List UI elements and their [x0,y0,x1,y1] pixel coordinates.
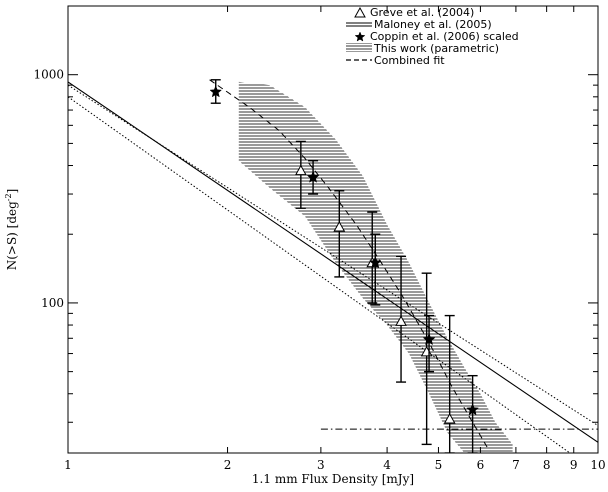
coppin-star-point-4 [466,403,479,416]
x-tick-label-3: 3 [317,458,325,472]
coppin-error-bar-2 [370,233,381,306]
coppin-star-point-3 [422,333,436,346]
greve-triangle-point-1 [333,221,346,232]
plot-area [68,79,598,453]
y-axis-title-sup: -2 [4,193,13,201]
x-axis-title: 1.1 mm Flux Density [mJy] [252,472,414,486]
x-tick-label-10: 10 [590,458,605,472]
y-axis-title: N(>S) [deg-2] [4,189,19,271]
legend-label-2: Coppin et al. (2006) scaled [370,30,519,43]
x-tick-label-9: 9 [570,458,578,472]
legend-label-1: Maloney et al. (2005) [374,18,492,31]
legend-item-0: Greve et al. (2004) [354,6,474,19]
x-tick-label-8: 8 [543,458,551,472]
legend-item-2: Coppin et al. (2006) scaled [354,30,519,43]
y-tick-label-1000: 1000 [33,68,64,82]
legend-triangle-icon [354,6,366,18]
y-tick-label-100: 100 [41,296,64,310]
x-tick-label-5: 5 [435,458,443,472]
legend-star-icon [354,31,366,42]
greve-triangle-point-0 [294,164,307,176]
y-axis-title-main: N(>S) [deg [5,201,19,270]
legend-item-4: Combined fit [346,54,445,67]
greve-error-bar-5 [444,314,455,453]
coppin-star-point-2 [368,256,382,269]
coppin-error-bar-3 [424,314,435,373]
solid-line-0 [68,81,598,443]
legend-item-3: This work (parametric) [346,42,499,55]
greve-error-bar-4 [421,272,432,446]
plot-frame [67,5,599,454]
dashed-line-3 [209,79,489,449]
coppin-error-bar-4 [467,374,478,453]
legend-label-4: Combined fit [374,54,445,67]
legend-label-3: This work (parametric) [373,42,499,55]
x-tick-label-6: 6 [477,458,485,472]
legend-item-1: Maloney et al. (2005) [346,18,492,31]
greve-error-bar-1 [334,190,345,278]
x-tick-label-7: 7 [512,458,520,472]
legend-hatch-icon [346,43,372,52]
legend-label-0: Greve et al. (2004) [370,6,474,19]
coppin-star-point-0 [209,85,223,98]
x-tick-label-4: 4 [383,458,391,472]
x-tick-label-2: 2 [224,458,232,472]
greve-triangle-point-5 [443,412,456,424]
legend: Greve et al. (2004)Maloney et al. (2005)… [346,6,519,67]
x-tick-label-1: 1 [64,458,72,472]
coppin-star-point-1 [306,170,320,183]
greve-triangle-point-3 [395,315,407,326]
y-axis-title-tail: ] [5,189,19,194]
axes: 1 2 3 4 5 6 7 8 9 10 100 1000 [33,5,606,472]
